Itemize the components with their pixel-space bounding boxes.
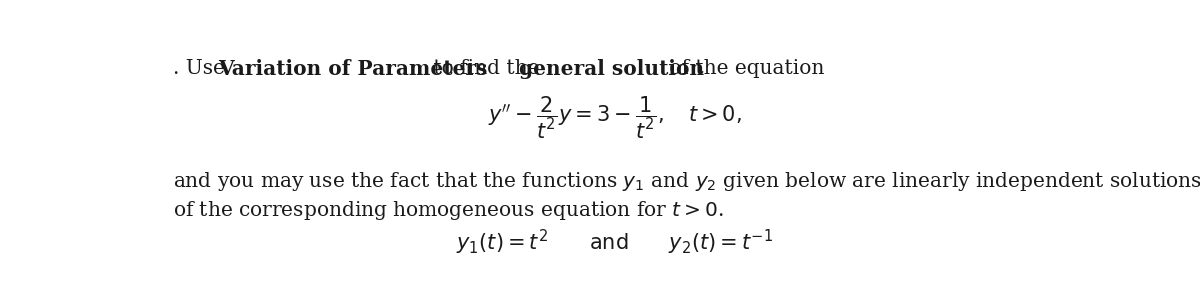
Text: general solution: general solution bbox=[520, 59, 704, 79]
Text: of the equation: of the equation bbox=[662, 59, 824, 78]
Text: $y'' - \dfrac{2}{t^2}y = 3 - \dfrac{1}{t^2}, \quad t > 0,$: $y'' - \dfrac{2}{t^2}y = 3 - \dfrac{1}{t… bbox=[488, 95, 742, 141]
Text: $y_1(t) = t^2 \qquad \text{and} \qquad y_2(t) = t^{-1}$: $y_1(t) = t^2 \qquad \text{and} \qquad y… bbox=[456, 228, 774, 257]
Text: of the corresponding homogeneous equation for $t > 0$.: of the corresponding homogeneous equatio… bbox=[173, 199, 724, 222]
Text: . Use: . Use bbox=[173, 59, 232, 78]
Text: Variation of Parameters: Variation of Parameters bbox=[218, 59, 487, 79]
Text: and you may use the fact that the functions $y_1$ and $y_2$ given below are line: and you may use the fact that the functi… bbox=[173, 170, 1200, 193]
Text: to find the: to find the bbox=[427, 59, 546, 78]
